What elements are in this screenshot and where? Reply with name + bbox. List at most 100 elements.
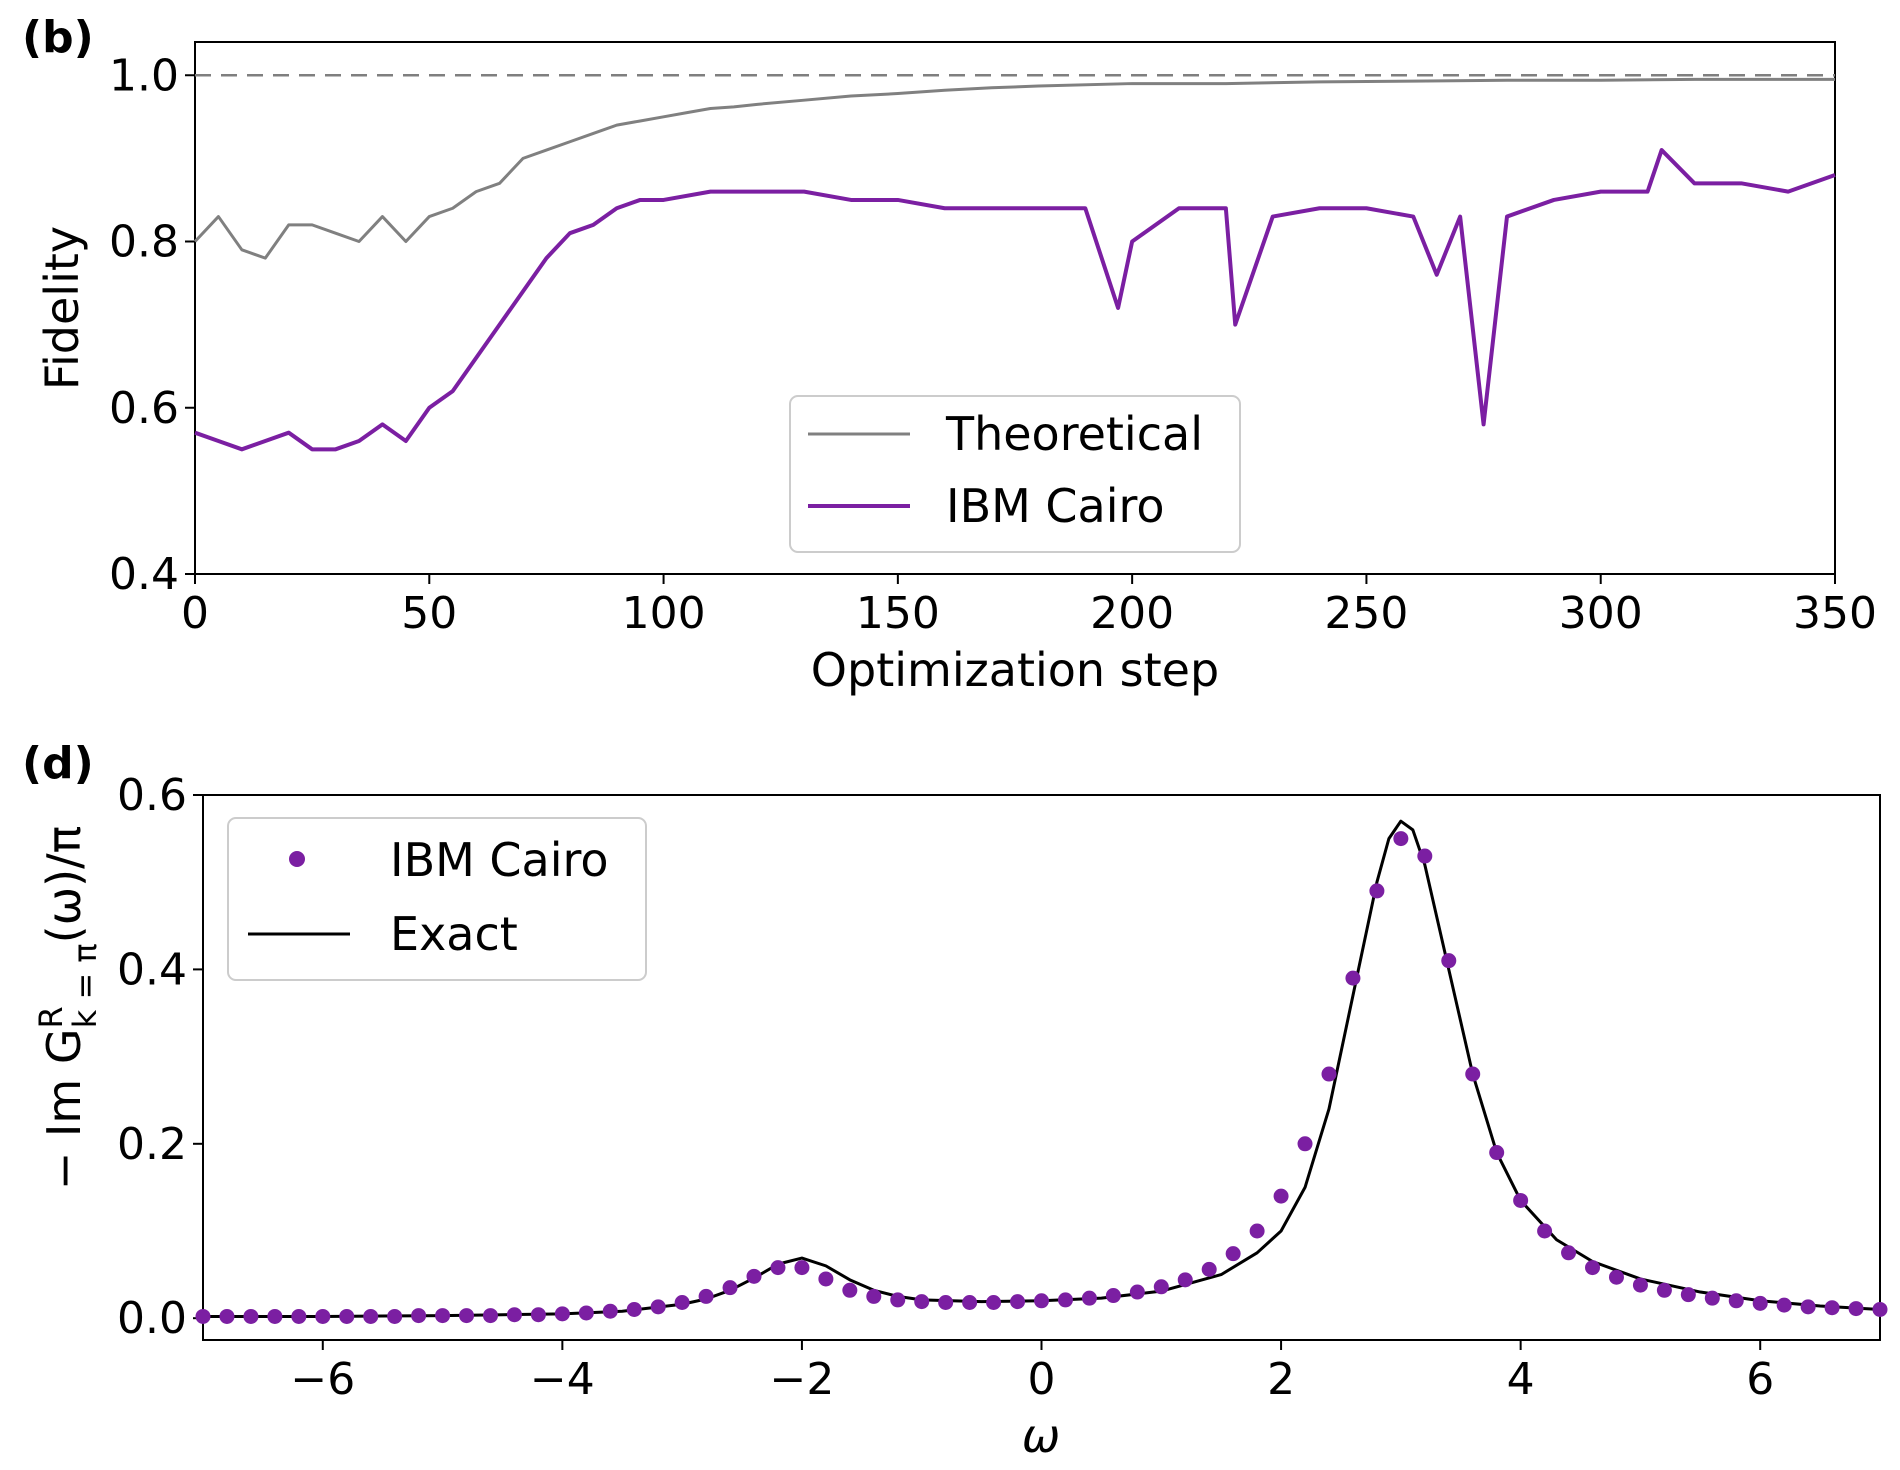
- x-tick-label: 300: [1559, 588, 1643, 639]
- x-tick-label: 150: [856, 588, 940, 639]
- data-point-ibm-cairo: [578, 1305, 594, 1321]
- y-axis-label-d-main: − Im G: [37, 1028, 91, 1190]
- legend-label-exact: Exact: [390, 907, 518, 961]
- data-point-ibm-cairo: [698, 1288, 714, 1304]
- x-ticks-d: −6 −4 −2 0 2 4 6: [290, 1340, 1774, 1405]
- data-point-ibm-cairo: [938, 1295, 954, 1311]
- data-point-ibm-cairo: [554, 1306, 570, 1322]
- x-tick-label: 100: [622, 588, 706, 639]
- data-point-ibm-cairo: [1201, 1261, 1217, 1277]
- x-tick-label: 4: [1507, 1354, 1535, 1405]
- x-tick-label: 250: [1324, 588, 1408, 639]
- data-point-ibm-cairo: [1105, 1288, 1121, 1304]
- x-tick-label: 6: [1746, 1354, 1774, 1405]
- data-point-ibm-cairo: [866, 1288, 882, 1304]
- data-point-ibm-cairo: [1561, 1245, 1577, 1261]
- data-point-ibm-cairo: [1057, 1292, 1073, 1308]
- panel-d: (d) 0.0 0.2 0.4 0.6 −6 −4 −2 0 2 4 6 ω − Im GRk =…: [22, 738, 1888, 1463]
- data-point-ibm-cairo: [482, 1308, 498, 1324]
- data-point-ibm-cairo: [411, 1308, 427, 1324]
- x-tick-label: 0: [181, 588, 209, 639]
- x-tick-label: −4: [530, 1354, 595, 1405]
- y-tick-label: 0.4: [109, 549, 179, 600]
- data-point-ibm-cairo: [794, 1260, 810, 1276]
- legend-b: Theoretical IBM Cairo: [789, 395, 1241, 553]
- data-point-ibm-cairo: [1752, 1295, 1768, 1311]
- legend-label-ibm-cairo-d: IBM Cairo: [390, 833, 609, 887]
- panel-b: (b) 0.4 0.6 0.8 1.0 0 50 100 150 200 250 300 350 O…: [22, 12, 1877, 697]
- data-point-ibm-cairo: [1441, 953, 1457, 969]
- data-point-ibm-cairo: [818, 1271, 834, 1287]
- data-point-ibm-cairo: [435, 1308, 451, 1324]
- data-point-ibm-cairo: [1249, 1223, 1265, 1239]
- y-tick-label: 1.0: [109, 50, 179, 101]
- x-tick-label: −6: [290, 1354, 355, 1405]
- data-point-ibm-cairo: [1704, 1290, 1720, 1306]
- series-d: [195, 819, 1888, 1324]
- data-point-ibm-cairo: [1177, 1272, 1193, 1288]
- panel-label-d: (d): [22, 738, 94, 789]
- y-axis-label-d-sup: R: [32, 1006, 70, 1028]
- x-tick-label: 2: [1267, 1354, 1295, 1405]
- legend-marker-ibm-cairo-d: [289, 851, 305, 867]
- y-tick-label: 0.0: [117, 1293, 187, 1344]
- data-point-ibm-cairo: [1369, 883, 1385, 899]
- x-tick-label: 0: [1028, 1354, 1056, 1405]
- data-point-ibm-cairo: [1513, 1192, 1529, 1208]
- data-point-ibm-cairo: [1728, 1293, 1744, 1309]
- data-point-ibm-cairo: [842, 1282, 858, 1298]
- y-axis-label-d-suffix: (ω)/π: [37, 826, 91, 944]
- data-point-ibm-cairo: [650, 1299, 666, 1315]
- data-point-ibm-cairo: [914, 1294, 930, 1310]
- y-tick-label: 0.6: [117, 770, 187, 821]
- x-tick-label: 200: [1090, 588, 1174, 639]
- data-point-ibm-cairo: [267, 1308, 283, 1324]
- data-point-ibm-cairo: [1034, 1293, 1049, 1309]
- series-b: [193, 77, 1836, 452]
- y-tick-label: 0.2: [117, 1119, 187, 1170]
- data-point-ibm-cairo: [1297, 1136, 1313, 1152]
- data-point-ibm-cairo: [1824, 1300, 1840, 1316]
- data-point-ibm-cairo: [1680, 1287, 1696, 1303]
- data-point-ibm-cairo: [1345, 970, 1361, 986]
- x-tick-label: −2: [769, 1354, 834, 1405]
- data-point-ibm-cairo: [1129, 1284, 1145, 1300]
- data-point-ibm-cairo: [1537, 1223, 1553, 1239]
- series-line-ibm-cairo: [194, 148, 1836, 452]
- y-tick-label: 0.4: [117, 944, 187, 995]
- data-point-ibm-cairo: [1800, 1299, 1816, 1315]
- legend-label-ibm-cairo-b: IBM Cairo: [946, 479, 1165, 533]
- data-point-ibm-cairo: [1321, 1066, 1337, 1082]
- data-point-ibm-cairo: [1848, 1301, 1864, 1317]
- plot-frame-b: [194, 41, 1836, 575]
- data-point-ibm-cairo: [722, 1280, 738, 1296]
- y-ticks-d: 0.0 0.2 0.4 0.6: [117, 770, 203, 1344]
- data-point-ibm-cairo: [986, 1295, 1002, 1311]
- data-point-ibm-cairo: [1417, 848, 1433, 864]
- x-tick-label: 50: [401, 588, 457, 639]
- data-point-ibm-cairo: [291, 1308, 307, 1324]
- data-point-ibm-cairo: [1872, 1301, 1888, 1317]
- x-axis-label-d: ω: [1022, 1409, 1061, 1463]
- legend-box-d: [227, 817, 647, 981]
- data-point-ibm-cairo: [1010, 1294, 1026, 1310]
- x-axis-label-b: Optimization step: [811, 643, 1219, 697]
- data-point-ibm-cairo: [1776, 1297, 1792, 1313]
- data-point-ibm-cairo: [602, 1303, 618, 1319]
- x-tick-label: 350: [1793, 588, 1877, 639]
- data-point-ibm-cairo: [363, 1308, 379, 1324]
- panel-label-b: (b): [22, 12, 94, 63]
- data-point-ibm-cairo: [219, 1308, 235, 1324]
- data-point-ibm-cairo: [387, 1308, 403, 1324]
- data-point-ibm-cairo: [1585, 1260, 1601, 1276]
- data-point-ibm-cairo: [195, 1308, 211, 1324]
- data-point-ibm-cairo: [770, 1260, 786, 1276]
- data-point-ibm-cairo: [1273, 1188, 1289, 1204]
- data-point-ibm-cairo: [1608, 1269, 1624, 1285]
- data-point-ibm-cairo: [746, 1268, 762, 1284]
- y-tick-label: 0.6: [109, 383, 179, 434]
- y-axis-label-b: Fidelity: [35, 226, 89, 390]
- data-point-ibm-cairo: [1489, 1145, 1505, 1161]
- data-point-ibm-cairo: [506, 1307, 522, 1323]
